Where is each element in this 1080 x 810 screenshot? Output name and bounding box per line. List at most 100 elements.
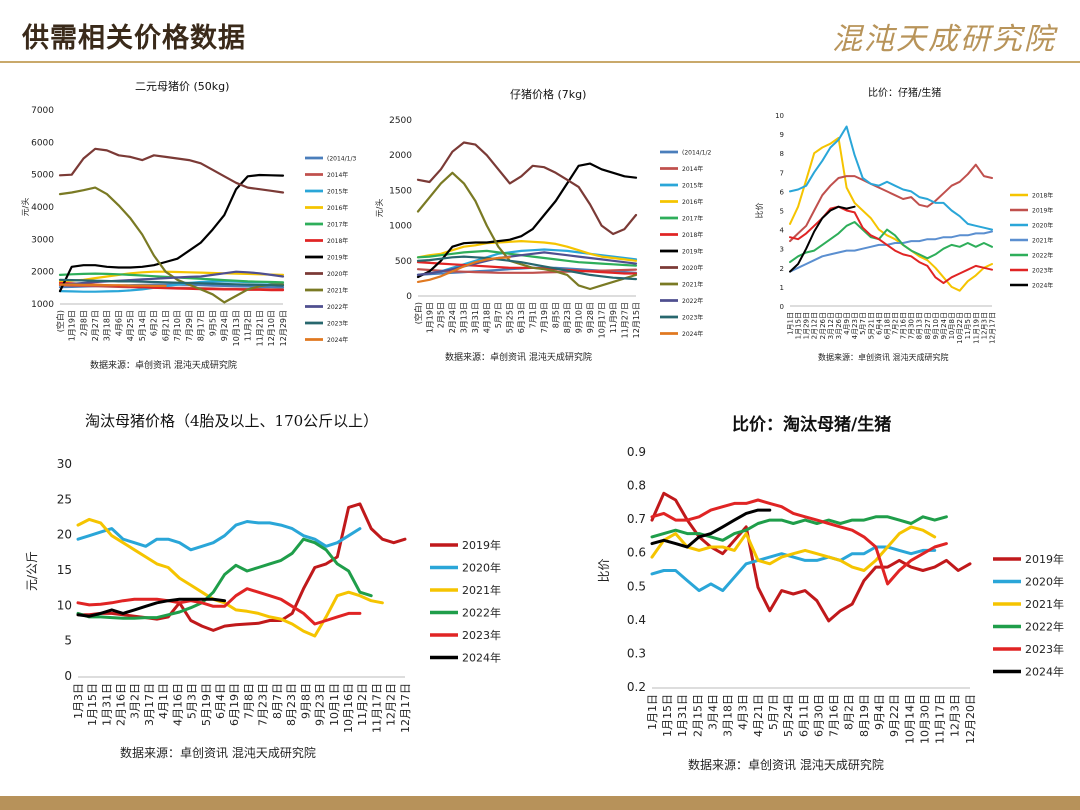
legend-label: 2022年	[682, 297, 703, 305]
chart-source: 数据来源：卓创资讯 混沌天成研究院	[688, 758, 884, 772]
legend-label: 2020年	[1025, 575, 1064, 589]
y-tick-label: 10	[775, 112, 784, 120]
series-line	[789, 136, 993, 292]
x-tick-label: (空白)	[55, 310, 65, 332]
x-tick-label: 1月1日	[786, 312, 794, 335]
series-line	[650, 508, 772, 549]
legend-label: 2019年	[1032, 206, 1053, 214]
y-tick-label: 0.6	[627, 546, 646, 560]
chart-plot: 0 5 10 15 20 25 30 元/公斤 1月3日 1月15日 1月31日 2月16日 3月2日 3…	[25, 457, 501, 733]
x-tick-label: 11月2日	[356, 683, 369, 726]
series-line	[650, 498, 948, 586]
x-tick-label: 3月4日	[706, 694, 719, 730]
x-tick-label: 7月30日	[908, 312, 916, 339]
x-tick-label: 5月25日	[506, 302, 515, 333]
x-tick-label: 6月2日	[150, 310, 159, 336]
x-tick-label: 7月23日	[257, 683, 270, 726]
x-tick-label: 11月17日	[934, 694, 947, 744]
x-tick-label: 3月31日	[471, 302, 480, 333]
x-tick-label: 2月8日	[79, 310, 88, 336]
legend-label: 2015年	[327, 187, 348, 195]
x-tick-label: 4月23日	[851, 312, 859, 339]
y-tick-label: 0	[780, 303, 784, 311]
x-tick-label: 1月31日	[676, 694, 689, 737]
x-tick-label: 4月1日	[157, 683, 170, 719]
x-tick-label: 2月12日	[811, 312, 819, 339]
x-tick-label: 8月7日	[271, 683, 284, 719]
x-tick-label: 9月22日	[888, 694, 901, 737]
x-tick-label: 12月3日	[949, 694, 962, 737]
x-tick-label: 4月25日	[126, 310, 135, 341]
legend-label: 2022年	[1032, 251, 1053, 259]
chart-title: 比价：淘汰母猪/生猪	[732, 415, 892, 435]
y-tick-label: 0.5	[627, 579, 646, 593]
series-line	[76, 587, 362, 626]
x-tick-label: 9月10日	[574, 302, 583, 333]
series-line	[789, 125, 993, 231]
y-tick-label: 7000	[31, 106, 54, 116]
x-tick-label: 11月2日	[244, 310, 253, 341]
legend-label: 2014年	[682, 165, 703, 173]
x-tick-label: 7月16日	[900, 312, 908, 339]
x-tick-label: 1月1日	[646, 694, 659, 730]
chart-sow-price-50kg: 二元母猪价 (50kg) 1000 2000 3000 4000 5000 6000 700…	[0, 68, 356, 378]
x-tick-label: 7月19日	[540, 302, 549, 333]
legend-label: 2020年	[462, 561, 501, 575]
series-line	[76, 597, 227, 618]
x-tick-label: 4月9日	[843, 312, 851, 335]
series-line	[416, 261, 638, 275]
y-tick-label: 0	[406, 292, 412, 302]
legend-label: 2024年	[462, 651, 501, 665]
x-tick-label: 10月14日	[903, 694, 916, 744]
x-tick-label: 11月27日	[620, 302, 629, 338]
legend-label: 2019年	[1025, 552, 1064, 566]
chart-plot: 1000 2000 3000 4000 5000 6000 7000 元/头 (空白) 1月19日…	[20, 106, 356, 346]
x-tick-label: 9月24日	[220, 310, 229, 341]
y-tick-label: 0.4	[627, 613, 646, 627]
y-tick-label: 0.7	[627, 512, 646, 526]
y-tick-label: 1500	[389, 186, 412, 196]
y-tick-label: 9	[780, 131, 784, 139]
legend-label: 2024年	[682, 330, 703, 338]
y-tick-label: 5000	[31, 171, 54, 181]
legend-label: 2022年	[462, 606, 501, 620]
x-tick-label: 6月30日	[812, 694, 825, 737]
y-tick-label: 5	[780, 208, 784, 216]
x-tick-label: 1月31日	[100, 683, 113, 726]
chart-title: 淘汰母猪价格（4胎及以上、170公斤以上）	[85, 412, 379, 430]
y-tick-label: 0.9	[627, 445, 646, 459]
x-tick-label: 9月23日	[314, 683, 327, 726]
x-tick-label: 2月15日	[691, 694, 704, 737]
x-tick-label: 5月14日	[138, 310, 147, 341]
x-tick-label: 5月7日	[767, 694, 780, 730]
x-tick-label: 1月19日	[425, 302, 434, 333]
series-line	[650, 525, 937, 572]
chart-source: 数据来源：卓创资讯 混沌天成研究院	[818, 353, 949, 362]
x-tick-label: 12月20日	[964, 694, 977, 744]
legend-label: 2024年	[1025, 665, 1064, 679]
legend-label: 2021年	[682, 280, 703, 288]
x-tick-label: 10月13日	[232, 310, 241, 346]
page-title: 供需相关价格数据	[22, 23, 246, 54]
legend-label: 2020年	[327, 270, 348, 278]
y-tick-label: 3	[780, 246, 784, 254]
x-tick-label: 8月13日	[916, 312, 924, 339]
x-tick-label: 9月5日	[208, 310, 217, 336]
x-tick-label: 2月5日	[437, 302, 446, 328]
legend-label: 2019年	[327, 253, 348, 261]
y-tick-label: 4000	[31, 203, 54, 213]
legend-label: (2014/1/3	[327, 155, 356, 162]
x-tick-label: 11月19日	[972, 312, 980, 344]
x-tick-label: 2月24日	[448, 302, 457, 333]
x-tick-label: 6月18日	[883, 312, 891, 339]
x-tick-label: 10月16日	[342, 683, 355, 733]
x-tick-label: 12月10日	[267, 310, 276, 346]
x-tick-label: 11月21日	[255, 310, 264, 346]
x-tick-label: 8月17日	[197, 310, 206, 341]
y-tick-label: 25	[57, 492, 72, 506]
y-tick-label: 0	[64, 669, 72, 683]
legend-label: 2016年	[682, 198, 703, 206]
series-line	[789, 163, 993, 243]
x-tick-label: 1月19日	[68, 310, 77, 341]
series-line	[650, 515, 948, 542]
